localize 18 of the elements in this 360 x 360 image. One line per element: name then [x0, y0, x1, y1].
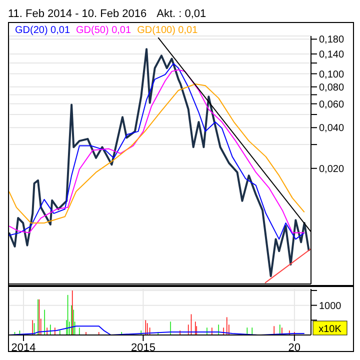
text: GD(50) 0,01 — [76, 25, 132, 36]
y-axis-title: x10K — [318, 324, 342, 335]
x-tick-label: 20 — [288, 342, 301, 354]
y-tick-label: 0,080 — [319, 82, 344, 94]
x-tick-label: 2015 — [130, 342, 156, 354]
y-tick-label: 0,180 — [319, 34, 344, 46]
y-tick-label: 0,020 — [319, 164, 344, 175]
text: GD(100) 0,01 — [137, 25, 198, 36]
y-tick-label: 0,140 — [319, 50, 344, 61]
chart-subtitle: Akt. : 0,01 — [156, 8, 206, 20]
y-tick-label: 0,100 — [319, 69, 344, 80]
y-tick-label: 0,060 — [319, 99, 344, 110]
line-series — [9, 48, 310, 278]
text: GD(20) 0,01 — [15, 25, 70, 36]
y-tick-label: 0,040 — [319, 123, 344, 134]
chart-title: 11. Feb 2014 - 10. Feb 2016 — [8, 8, 147, 20]
x-tick-label: 2014 — [11, 342, 36, 354]
y-tick-label: 1000 — [319, 300, 342, 312]
